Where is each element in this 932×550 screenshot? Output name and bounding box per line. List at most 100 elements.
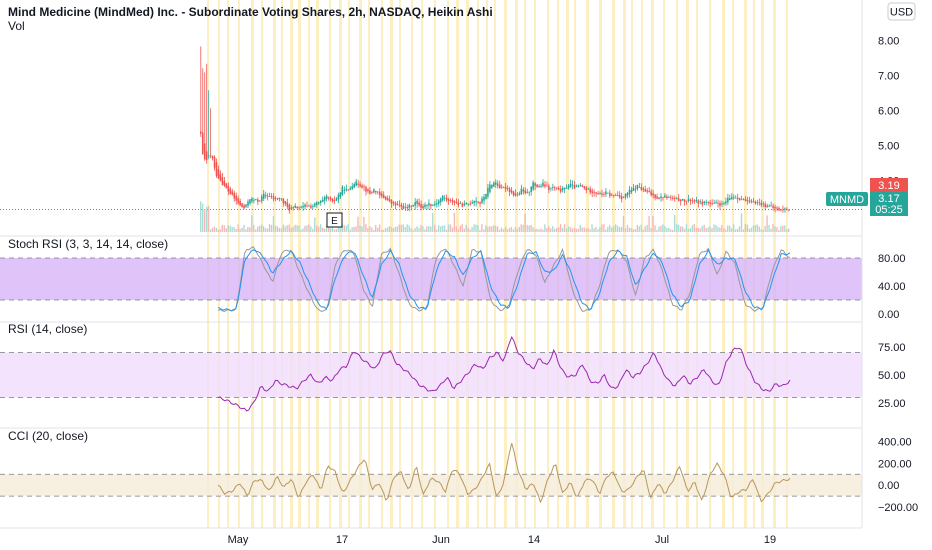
currency-button[interactable]: USD bbox=[887, 2, 916, 21]
candle-body bbox=[561, 188, 564, 191]
volume-bar bbox=[693, 224, 696, 232]
price-axis[interactable]: 8.007.006.005.004.0080.0040.000.0075.005… bbox=[878, 36, 918, 515]
candle-body bbox=[280, 198, 283, 200]
volume-bar bbox=[200, 201, 202, 232]
candle-body bbox=[614, 195, 617, 196]
volume-bar bbox=[424, 229, 426, 232]
candle-body bbox=[249, 199, 251, 204]
volume-bar bbox=[312, 228, 314, 232]
stoch-rsi-title: Stoch RSI (3, 3, 14, 14, close) bbox=[8, 237, 168, 251]
volume-bar bbox=[630, 228, 633, 232]
volume-bar bbox=[675, 224, 678, 232]
volume-bar bbox=[605, 229, 607, 232]
volume-bar bbox=[390, 227, 393, 232]
candle-body bbox=[522, 189, 525, 192]
time-axis[interactable]: May 17 Jun 14 Jul 19 bbox=[228, 534, 777, 546]
volume-bar bbox=[540, 228, 542, 232]
volume-bar bbox=[729, 225, 731, 232]
candle-body bbox=[215, 162, 218, 177]
volume-bar bbox=[493, 225, 495, 232]
time-axis-label: 14 bbox=[528, 534, 540, 546]
volume-bar bbox=[408, 225, 410, 232]
volume-bar bbox=[648, 216, 650, 232]
candle-body bbox=[310, 205, 312, 208]
candle-body bbox=[628, 189, 631, 195]
candle-body bbox=[687, 198, 690, 201]
candle-body bbox=[713, 203, 715, 204]
candle-body bbox=[731, 197, 733, 200]
volume-bar bbox=[453, 212, 456, 232]
candle-body bbox=[601, 193, 603, 195]
volume-bar bbox=[512, 229, 515, 232]
candle-body bbox=[670, 197, 672, 199]
rsi-series-rsi bbox=[217, 335, 791, 412]
earnings-marker[interactable]: E bbox=[326, 212, 343, 228]
candle-body bbox=[544, 184, 546, 187]
volume-bar bbox=[571, 228, 574, 232]
candle-body bbox=[329, 197, 332, 200]
volume-bar bbox=[465, 224, 467, 232]
volume-bar bbox=[603, 224, 605, 232]
candle-body bbox=[229, 188, 232, 195]
volume-bar bbox=[734, 229, 737, 232]
volume-bar bbox=[203, 209, 206, 232]
volume-bar bbox=[581, 227, 583, 232]
candle-body bbox=[738, 198, 741, 201]
volume-bar bbox=[770, 228, 772, 232]
candle-body bbox=[319, 200, 322, 203]
candle-body bbox=[270, 196, 273, 198]
volume-bar bbox=[325, 224, 328, 232]
ticker-badge[interactable]: MNMD bbox=[826, 192, 868, 206]
candle-body bbox=[443, 197, 446, 199]
volume-bar bbox=[255, 229, 257, 232]
candle-body bbox=[744, 199, 747, 202]
volume-bar bbox=[666, 227, 668, 232]
volume-bar bbox=[548, 226, 550, 232]
pane-separators bbox=[0, 0, 863, 529]
candle-body bbox=[721, 203, 723, 205]
candle-body bbox=[776, 207, 778, 209]
candle-body bbox=[498, 184, 501, 189]
candle-body bbox=[321, 199, 324, 202]
volume-bar bbox=[268, 224, 271, 232]
candle-body bbox=[597, 193, 599, 195]
volume-bar bbox=[555, 228, 558, 232]
volume-bar bbox=[300, 229, 302, 232]
candle-body bbox=[390, 200, 393, 204]
candle-body bbox=[650, 191, 652, 196]
volume-bar bbox=[670, 229, 672, 232]
candle-body bbox=[587, 188, 590, 190]
candle-body bbox=[382, 194, 385, 198]
candle-body bbox=[754, 201, 757, 204]
volume-bar bbox=[689, 228, 692, 232]
volume-bar bbox=[298, 225, 300, 232]
volume-bar bbox=[445, 229, 448, 232]
cci-line bbox=[217, 443, 791, 504]
candle-body bbox=[542, 182, 544, 187]
volume-bar bbox=[347, 224, 349, 232]
volume-bar bbox=[318, 226, 320, 232]
candle-body bbox=[396, 203, 399, 206]
volume-bar bbox=[418, 228, 420, 232]
candle-body bbox=[237, 198, 239, 204]
volume-bar bbox=[514, 226, 517, 232]
volume-bar bbox=[213, 226, 216, 232]
volume-bar bbox=[400, 224, 402, 232]
candle-body bbox=[262, 193, 265, 199]
last-close-badge: 3.19 bbox=[870, 178, 908, 192]
volume-bar bbox=[660, 225, 662, 232]
volume-bar bbox=[245, 229, 247, 232]
volume-bar bbox=[355, 226, 357, 232]
volume-bar bbox=[607, 226, 609, 232]
volume-bar bbox=[502, 229, 505, 232]
currency-label: USD bbox=[890, 7, 913, 19]
volume-bar bbox=[583, 227, 585, 232]
volume-bar bbox=[365, 224, 367, 232]
candle-body bbox=[467, 203, 470, 205]
candle-body bbox=[654, 194, 656, 199]
volume-bar bbox=[288, 224, 290, 232]
volume-bar bbox=[764, 226, 766, 232]
candle-body bbox=[520, 188, 523, 195]
candle-body bbox=[748, 200, 751, 203]
